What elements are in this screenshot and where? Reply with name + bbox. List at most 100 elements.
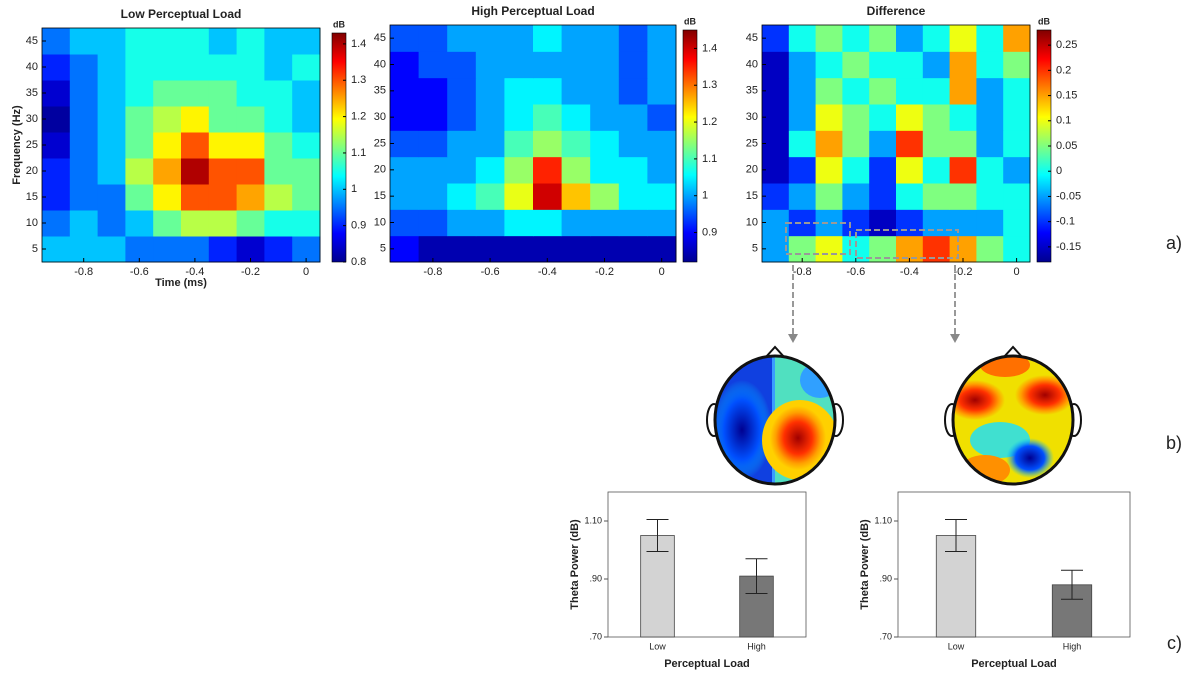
colorbar-tick-label: -0.05 <box>1056 190 1081 202</box>
heatmap-cell <box>1003 77 1031 105</box>
heatmap-cell <box>264 132 293 159</box>
arrow-head <box>788 334 960 343</box>
heatmap-cell <box>153 54 182 81</box>
heatmap-cell <box>869 183 897 210</box>
colorbar-label: dB <box>1038 16 1050 26</box>
heatmap-cell <box>618 51 648 79</box>
chart-title: Low Perceptual Load <box>121 7 242 21</box>
heatmap-cell <box>42 28 71 55</box>
heatmap-cell <box>504 209 534 237</box>
heatmap-cell <box>647 104 677 131</box>
x-tick-label: -0.4 <box>900 266 919 278</box>
y-tick-label: .70 <box>589 631 602 641</box>
heatmap-cell <box>788 130 817 158</box>
heatmap-cell <box>949 51 977 79</box>
colorbar-tick-label: 1 <box>351 183 357 195</box>
x-axis-label: Perceptual Load <box>664 658 750 670</box>
heatmap-cell <box>922 104 951 131</box>
heatmap-cell <box>949 104 977 131</box>
heatmap-cell <box>69 54 99 81</box>
heatmap-cell <box>208 158 238 185</box>
heatmap-cell <box>181 54 210 81</box>
heatmap-cell <box>447 183 477 210</box>
heatmap-cell <box>842 104 870 131</box>
heatmap-cell <box>815 209 843 237</box>
heatmap-cell <box>292 184 321 211</box>
y-tick-label: 5 <box>752 243 758 255</box>
heatmap-cell <box>561 130 591 158</box>
heatmap-cell <box>208 210 238 237</box>
y-tick-label: 25 <box>746 137 758 149</box>
heatmap-cell <box>125 184 154 211</box>
heatmap-cell <box>97 236 126 263</box>
heatmap-cell <box>618 209 648 237</box>
heatmap-cell <box>949 130 977 158</box>
heatmap-cell <box>922 130 951 158</box>
heatmap-cell <box>1003 183 1031 210</box>
x-tick-label: -0.6 <box>130 266 149 278</box>
heatmap-cell <box>533 130 563 158</box>
x-tick-label: High <box>1063 641 1082 651</box>
heatmap-cell <box>292 132 321 159</box>
heatmap-cell <box>533 209 563 237</box>
heatmap-cell <box>475 209 505 237</box>
heatmap-cell <box>418 130 448 158</box>
heatmap-cell <box>69 80 99 107</box>
heatmap-cell <box>125 80 154 107</box>
colorbar-tick-label: -0.15 <box>1056 241 1081 253</box>
colorbar-tick-label: -0.1 <box>1056 216 1075 228</box>
bar <box>935 535 977 638</box>
heatmap-cell <box>125 106 154 133</box>
y-tick-label: 45 <box>374 32 386 44</box>
heatmap-cell <box>504 77 534 105</box>
heatmap-cell <box>97 54 126 81</box>
y-tick-label: 40 <box>26 61 38 73</box>
panel-label: b) <box>1166 433 1182 453</box>
heatmap-cell <box>390 130 420 158</box>
heatmap-cell <box>504 25 534 52</box>
heatmap-cell <box>896 209 924 237</box>
x-tick-label: Low <box>948 641 965 651</box>
heatmap-cell <box>208 132 238 159</box>
heatmap-cell <box>181 184 210 211</box>
heatmap-cell <box>842 51 870 79</box>
heatmap-cell <box>869 235 897 263</box>
heatmap-cell <box>590 77 620 105</box>
heatmap-cell <box>762 25 790 52</box>
heatmap-cell <box>561 156 591 184</box>
heatmap-cell <box>153 158 182 185</box>
heatmap-cell <box>590 209 620 237</box>
chart-title: Difference <box>867 4 926 18</box>
heatmap-cell <box>762 235 790 263</box>
colorbar-tick-label: 0.15 <box>1056 89 1077 101</box>
y-tick-label: 30 <box>374 111 386 123</box>
heatmap-cell <box>896 104 924 131</box>
heatmap-cell <box>949 183 977 210</box>
heatmap-cell <box>390 51 420 79</box>
heatmap-cell <box>533 183 563 210</box>
colorbar <box>682 29 698 263</box>
heatmap-cell <box>264 184 293 211</box>
heatmap-cell <box>125 210 154 237</box>
heatmap-cell <box>475 156 505 184</box>
y-tick-label: 20 <box>746 164 758 176</box>
heatmap-cell <box>869 25 897 52</box>
colorbar-tick-label: 0.25 <box>1056 39 1077 51</box>
heatmap-cell <box>153 80 182 107</box>
heatmap-cell <box>618 77 648 105</box>
heatmap-cell <box>976 25 1004 52</box>
x-tick-label: 0 <box>659 266 665 278</box>
heatmap-cell <box>815 156 843 184</box>
plot-frame <box>607 491 807 638</box>
heatmap-cell <box>561 77 591 105</box>
heatmap-cell <box>922 25 951 52</box>
y-axis-label: Frequency (Hz) <box>11 105 23 185</box>
error-bar <box>1061 569 1083 600</box>
heatmap-cell <box>208 28 238 55</box>
heatmap-cell <box>896 130 924 158</box>
heatmap-cell <box>533 25 563 52</box>
colorbar-tick-label: 0.05 <box>1056 140 1077 152</box>
heatmap-cell <box>153 210 182 237</box>
heatmap-cell <box>896 183 924 210</box>
heatmap-cell <box>475 25 505 52</box>
